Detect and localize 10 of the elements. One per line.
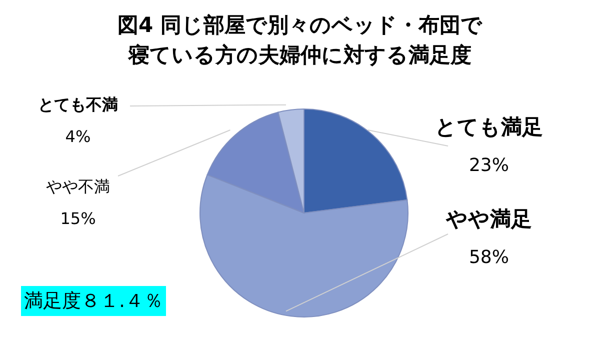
slice-label: やや不満 [46,177,110,196]
slice-label: とても不満 [38,95,118,114]
data-label: 15% [60,209,96,228]
data-label: 58% [468,247,510,268]
slice-label: やや満足 [445,207,532,231]
text: 満足度８１.４％ [21,286,166,316]
chart-title: 図4 同じ部屋で別々のベッド・布団で寝ている方の夫婦仲に対する満足度 [117,12,483,69]
slice-label: とても満足 [435,115,543,139]
data-label: 4% [65,127,91,146]
data-label: 23% [468,155,510,176]
